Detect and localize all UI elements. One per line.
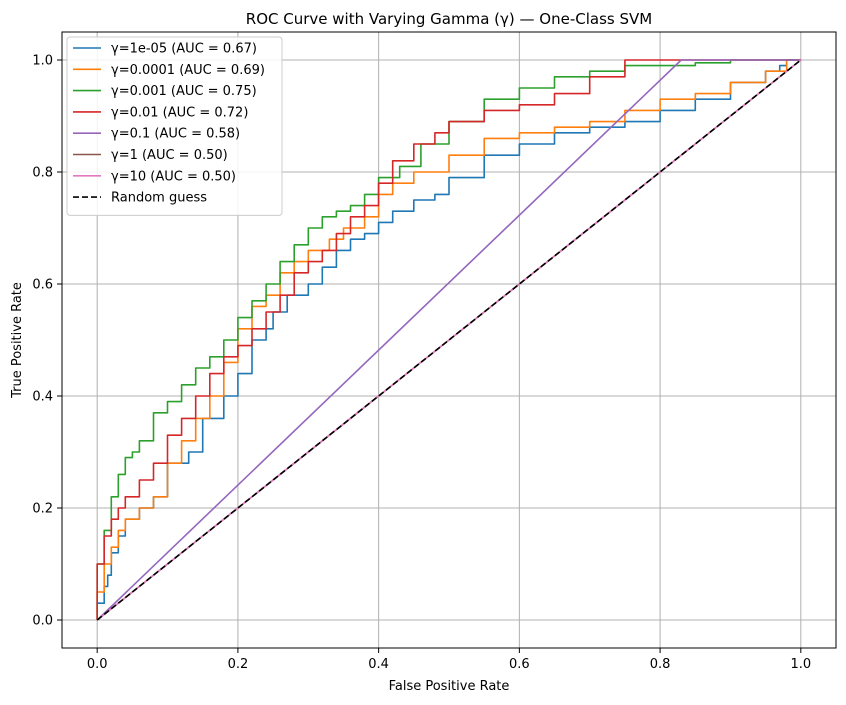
series-line-2	[96, 59, 801, 620]
legend-label: Random guess	[111, 191, 207, 206]
x-axis-label: False Positive Rate	[389, 679, 510, 694]
y-tick-label: 0.6	[32, 278, 53, 293]
x-tick-label: 0.2	[228, 657, 249, 672]
chart-title: ROC Curve with Varying Gamma (γ) — One-C…	[246, 10, 652, 28]
y-tick-label: 0.4	[32, 390, 53, 405]
y-tick-label: 0.8	[32, 166, 53, 181]
legend-label: γ=10 (AUC = 0.50)	[111, 169, 236, 184]
legend: γ=1e-05 (AUC = 0.67) γ=0.0001 (AUC = 0.69…	[66, 36, 283, 216]
legend-box	[66, 36, 283, 216]
series-line-7	[96, 59, 802, 621]
legend-label: γ=0.01 (AUC = 0.72)	[111, 105, 248, 120]
x-tick-label: 0.6	[509, 657, 530, 672]
series-line-3	[96, 59, 801, 620]
series-line-4	[96, 59, 801, 621]
x-tick-label: 0.8	[650, 657, 671, 672]
y-tick-label: 0.0	[32, 614, 53, 629]
plot-frame	[61, 31, 837, 649]
y-tick-label: 0.2	[32, 502, 53, 517]
x-tick-label: 1.0	[790, 657, 811, 672]
legend-label: γ=0.0001 (AUC = 0.69)	[111, 63, 265, 78]
y-tick-label: 1.0	[32, 54, 53, 69]
x-tick-label: 0.4	[368, 657, 389, 672]
series-lines	[96, 59, 802, 621]
legend-label: γ=1 (AUC = 0.50)	[111, 148, 228, 163]
series-line-1	[96, 59, 801, 620]
legend-label: γ=0.001 (AUC = 0.75)	[111, 84, 257, 99]
y-axis-label: True Positive Rate	[10, 282, 25, 399]
legend-label: γ=1e-05 (AUC = 0.67)	[111, 42, 257, 57]
legend-label: γ=0.1 (AUC = 0.58)	[111, 127, 240, 142]
x-tick-label: 0.0	[87, 657, 108, 672]
axis-ticks: 0.0 0.2 0.4 0.6 0.8 1.0 0.0 0.2 0.4 0.6 0.8 1.0	[32, 54, 811, 673]
